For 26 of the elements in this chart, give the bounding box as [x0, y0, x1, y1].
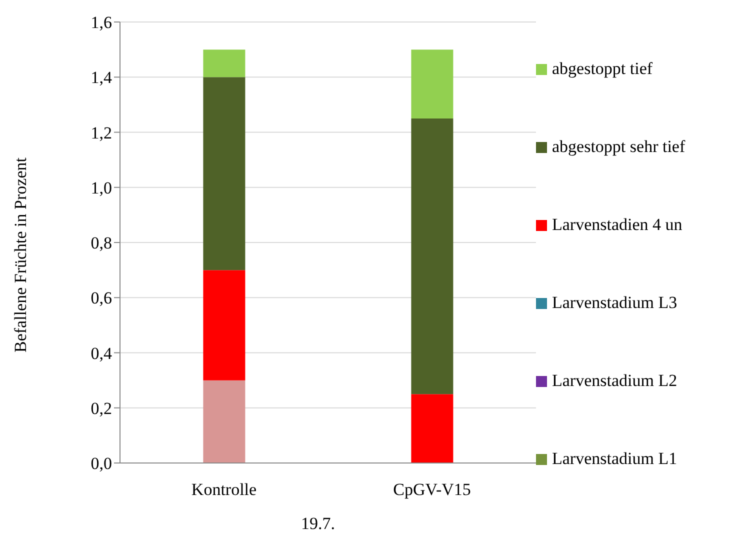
x-tick-label: CpGV-V15: [393, 480, 471, 499]
x-tick-label: Kontrolle: [191, 480, 257, 499]
bar: [411, 394, 454, 463]
bar: [203, 270, 246, 380]
y-tick-label: 1,2: [90, 123, 112, 142]
y-tick-label: 0,8: [90, 234, 112, 253]
y-tick-label: 0,2: [90, 398, 112, 418]
legend-label: Larvenstadium L1: [552, 449, 678, 469]
bar: [411, 50, 454, 118]
legend-label: Larvenstadium L2: [552, 371, 678, 391]
legend-label: abgestoppt sehr tief: [552, 137, 686, 157]
bar: [203, 77, 246, 270]
y-tick-label: 1,6: [90, 13, 112, 32]
y-tick-label: 0,0: [90, 454, 112, 474]
bar: [203, 380, 246, 463]
y-tick-label: 1,0: [90, 178, 112, 198]
legend-label: Larvenstadium L3: [552, 293, 678, 313]
y-tick-label: 1,4: [90, 68, 112, 88]
y-axis-title: Befallene Früchte in Prozent: [11, 157, 30, 352]
bar: [411, 118, 454, 394]
legend-label: abgestoppt tief: [552, 59, 653, 79]
bar: [203, 50, 246, 78]
legend-label: Larvenstadien 4 un: [552, 215, 682, 235]
y-tick-label: 0,4: [90, 344, 112, 363]
y-tick-label: 0,6: [90, 288, 112, 308]
text: 19.7.: [300, 514, 336, 534]
